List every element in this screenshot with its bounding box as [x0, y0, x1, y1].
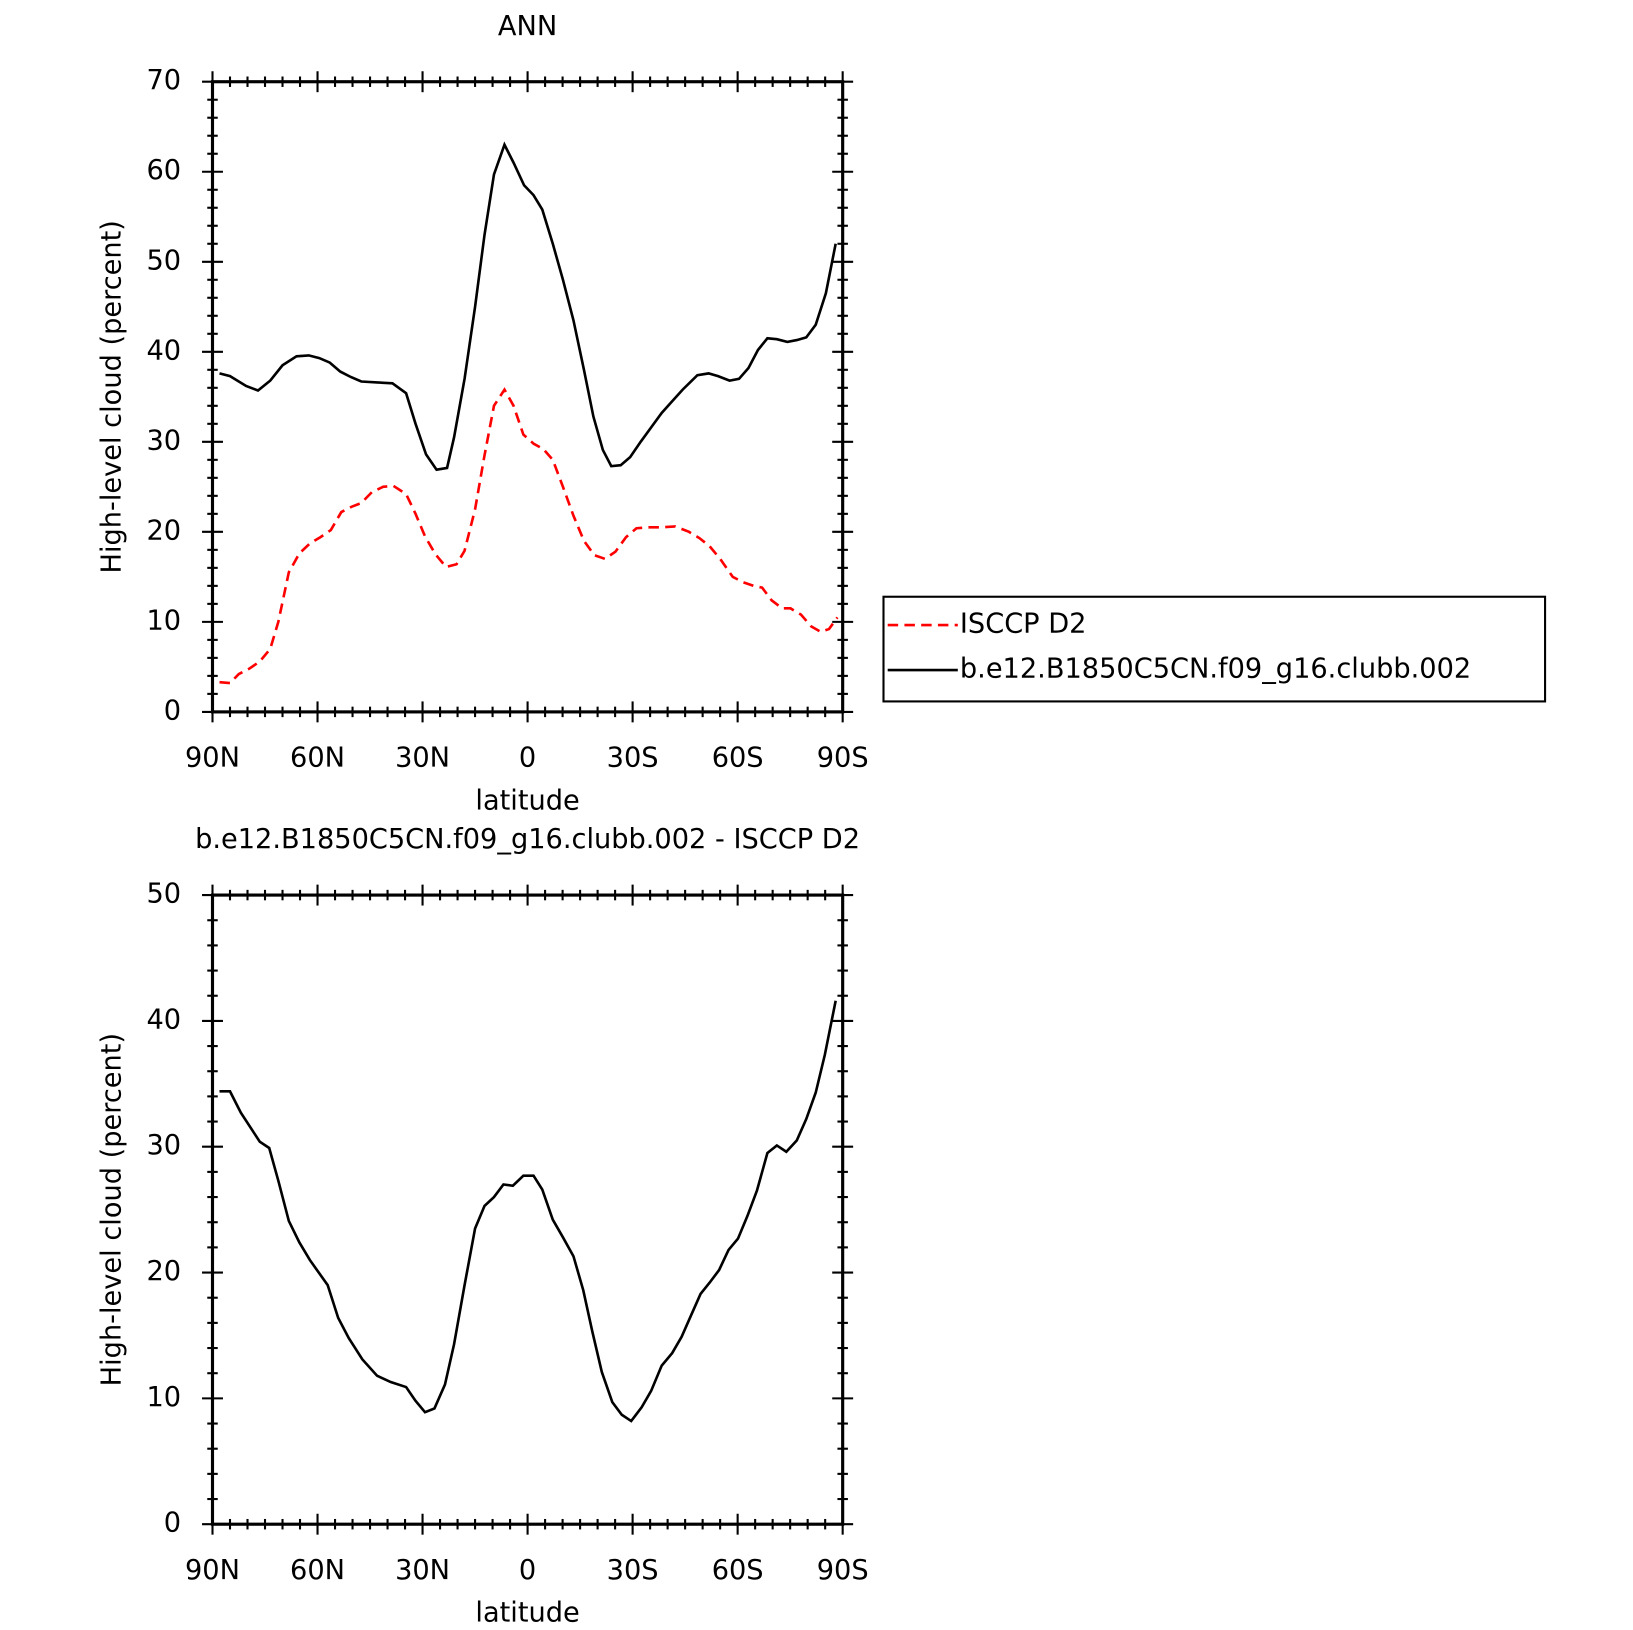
- y-tick-label: 30: [146, 425, 181, 456]
- y-tick-label: 0: [164, 695, 181, 726]
- x-tick-label: 0: [519, 1555, 536, 1586]
- x-tick-label: 0: [519, 742, 536, 773]
- y-tick-label: 0: [164, 1508, 181, 1539]
- y-tick-label: 70: [146, 65, 181, 96]
- x-tick-label: 30S: [607, 742, 659, 773]
- x-tick-label: 30N: [395, 1555, 450, 1586]
- x-tick-label: 60S: [712, 1555, 764, 1586]
- plot-frame: [210, 80, 845, 714]
- x-tick-label: 30N: [395, 742, 450, 773]
- legend-box: [882, 595, 1547, 703]
- y-tick-label: 50: [146, 879, 181, 910]
- data-line: [219, 141, 837, 472]
- x-tick-label: 90N: [185, 1555, 240, 1586]
- x-tick-label: 90N: [185, 742, 240, 773]
- y-tick-label: 30: [146, 1130, 181, 1161]
- y-axis-label: High-level cloud (percent): [97, 220, 128, 573]
- y-tick-label: 40: [146, 335, 181, 366]
- y-tick-label: 10: [146, 1382, 181, 1413]
- y-tick-label: 60: [146, 155, 181, 186]
- chart-title: b.e12.B1850C5CN.f09_g16.clubb.002 - ISCC…: [195, 824, 860, 855]
- x-tick-label: 90S: [817, 742, 869, 773]
- y-tick-label: 50: [146, 245, 181, 276]
- x-tick-label: 60S: [712, 742, 764, 773]
- y-tick-label: 20: [146, 1256, 181, 1287]
- data-line: [219, 1000, 837, 1423]
- data-line: [219, 387, 839, 685]
- x-tick-label: 90S: [817, 1555, 869, 1586]
- legend-label: b.e12.B1850C5CN.f09_g16.clubb.002: [960, 654, 1471, 685]
- x-axis-label: latitude: [475, 1598, 579, 1629]
- x-axis-label: latitude: [475, 785, 579, 816]
- x-tick-label: 30S: [607, 1555, 659, 1586]
- y-tick-label: 40: [146, 1004, 181, 1035]
- plot-frame: [210, 893, 845, 1526]
- chart-title: ANN: [498, 11, 557, 42]
- y-tick-label: 10: [146, 605, 181, 636]
- x-tick-label: 60N: [290, 1555, 345, 1586]
- x-tick-label: 60N: [290, 742, 345, 773]
- legend-label: ISCCP D2: [960, 609, 1087, 640]
- y-axis-label: High-level cloud (percent): [97, 1033, 128, 1386]
- y-tick-label: 20: [146, 515, 181, 546]
